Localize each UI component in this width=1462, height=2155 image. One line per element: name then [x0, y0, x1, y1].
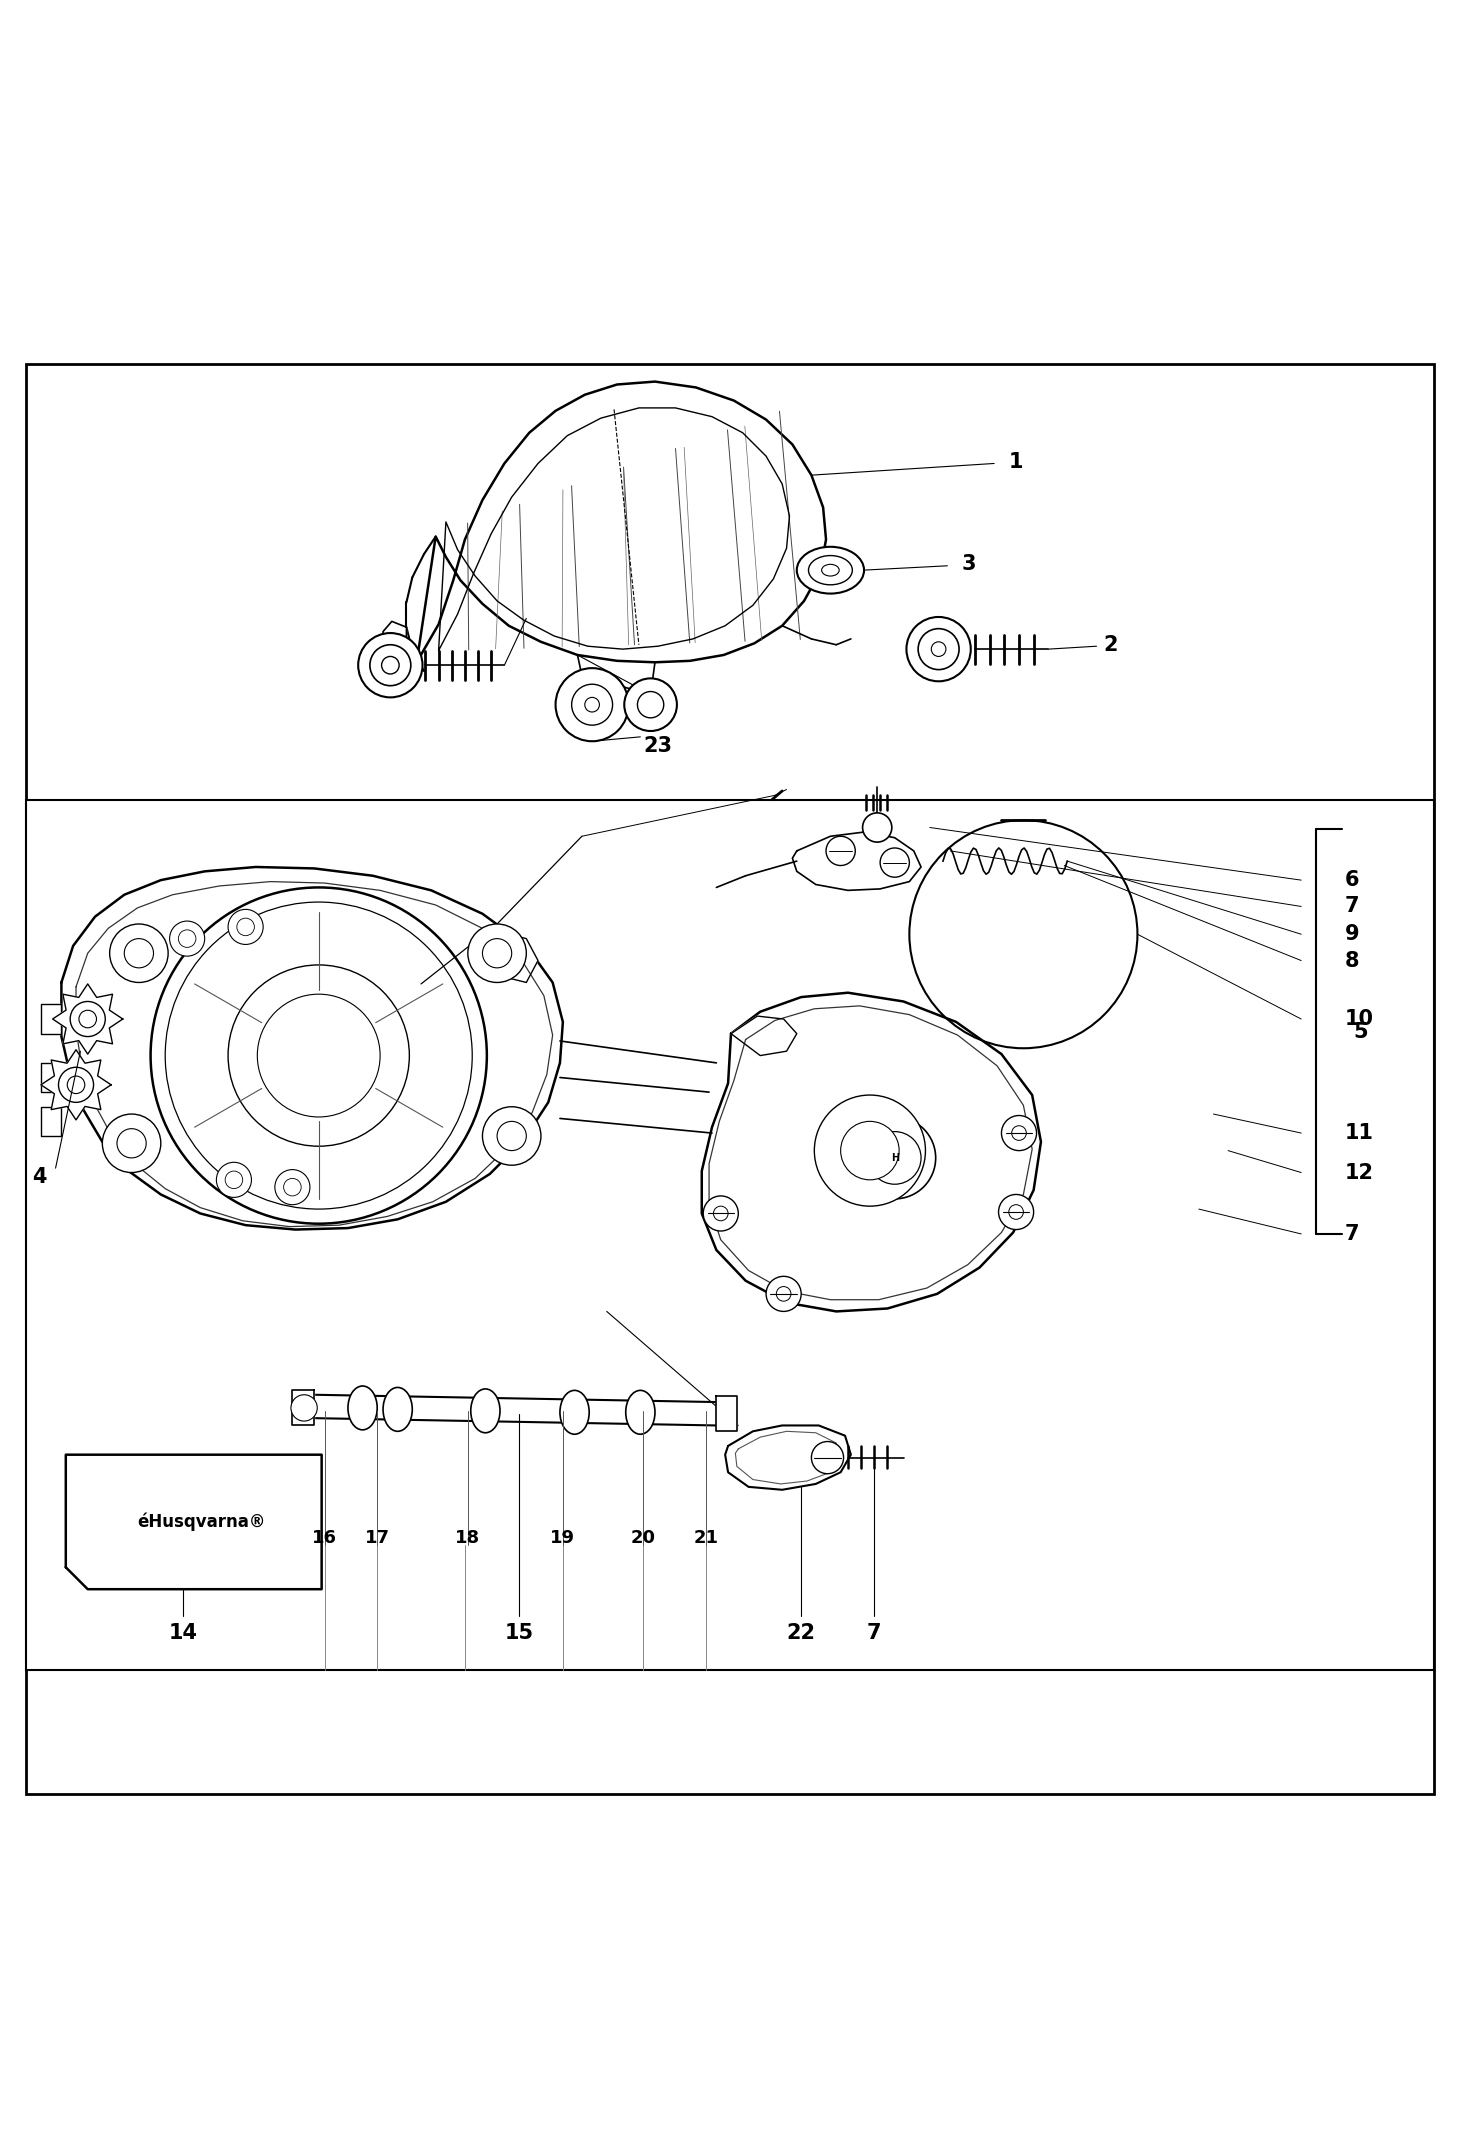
- Ellipse shape: [808, 556, 852, 584]
- Circle shape: [826, 836, 855, 866]
- Circle shape: [918, 629, 959, 670]
- FancyBboxPatch shape: [26, 800, 1434, 1670]
- Polygon shape: [731, 1017, 797, 1056]
- Circle shape: [906, 616, 971, 681]
- Polygon shape: [41, 1108, 61, 1136]
- Text: Powered by Vision Spares: Powered by Vision Spares: [243, 1006, 1219, 1075]
- Text: 11: 11: [1345, 1123, 1374, 1142]
- Polygon shape: [41, 1049, 111, 1121]
- Polygon shape: [41, 1004, 61, 1034]
- Polygon shape: [702, 993, 1041, 1312]
- Text: 7: 7: [1345, 1224, 1360, 1243]
- Text: 22: 22: [787, 1623, 816, 1642]
- Ellipse shape: [471, 1390, 500, 1433]
- Circle shape: [482, 940, 512, 968]
- Text: 6: 6: [1345, 871, 1360, 890]
- Text: 8: 8: [1345, 950, 1360, 970]
- Text: 4: 4: [32, 1166, 47, 1187]
- Text: 10: 10: [1345, 1009, 1374, 1030]
- Polygon shape: [383, 621, 406, 657]
- FancyBboxPatch shape: [26, 364, 1434, 1793]
- Circle shape: [863, 812, 892, 843]
- Circle shape: [880, 847, 909, 877]
- Polygon shape: [61, 866, 563, 1231]
- Circle shape: [766, 1276, 801, 1312]
- Circle shape: [110, 924, 168, 983]
- Polygon shape: [417, 381, 826, 662]
- Ellipse shape: [348, 1386, 377, 1429]
- Circle shape: [572, 685, 613, 726]
- Polygon shape: [53, 985, 123, 1054]
- Ellipse shape: [797, 547, 864, 593]
- Circle shape: [102, 1114, 161, 1172]
- Text: 23: 23: [643, 735, 673, 756]
- Text: 2: 2: [1104, 636, 1118, 655]
- Text: 14: 14: [168, 1623, 197, 1642]
- Circle shape: [468, 924, 526, 983]
- Circle shape: [999, 1194, 1034, 1231]
- Polygon shape: [66, 1455, 322, 1588]
- Circle shape: [170, 920, 205, 957]
- Polygon shape: [292, 1390, 314, 1424]
- Polygon shape: [725, 1424, 851, 1489]
- Ellipse shape: [560, 1390, 589, 1435]
- Circle shape: [370, 644, 411, 685]
- Circle shape: [841, 1121, 899, 1179]
- Circle shape: [257, 993, 380, 1116]
- Circle shape: [151, 888, 487, 1224]
- Ellipse shape: [383, 1388, 412, 1431]
- Text: 1: 1: [1009, 453, 1023, 472]
- Text: 12: 12: [1345, 1162, 1374, 1183]
- Text: 5: 5: [1354, 1021, 1368, 1043]
- Circle shape: [216, 1162, 251, 1198]
- Circle shape: [624, 679, 677, 731]
- Text: 3: 3: [962, 554, 977, 575]
- Text: 21: 21: [693, 1530, 719, 1547]
- Polygon shape: [716, 1396, 737, 1431]
- Circle shape: [814, 1095, 925, 1207]
- Text: 18: 18: [455, 1530, 481, 1547]
- Text: 19: 19: [550, 1530, 576, 1547]
- Text: H: H: [890, 1153, 899, 1164]
- Circle shape: [854, 1116, 936, 1198]
- Ellipse shape: [626, 1390, 655, 1435]
- Circle shape: [703, 1196, 738, 1231]
- Text: 7: 7: [867, 1623, 882, 1642]
- Circle shape: [58, 1067, 94, 1103]
- Text: 7: 7: [1345, 896, 1360, 916]
- Circle shape: [124, 940, 154, 968]
- Circle shape: [482, 1108, 541, 1166]
- Circle shape: [291, 1394, 317, 1420]
- Text: 9: 9: [1345, 924, 1360, 944]
- Text: 15: 15: [504, 1623, 534, 1642]
- Circle shape: [358, 634, 423, 698]
- Circle shape: [228, 909, 263, 944]
- Text: 20: 20: [630, 1530, 656, 1547]
- Circle shape: [117, 1129, 146, 1157]
- Polygon shape: [41, 1062, 61, 1093]
- Text: éHusqvarna®: éHusqvarna®: [137, 1513, 265, 1532]
- Polygon shape: [497, 931, 538, 983]
- Circle shape: [637, 692, 664, 718]
- Circle shape: [275, 1170, 310, 1205]
- Polygon shape: [792, 832, 921, 890]
- Circle shape: [497, 1121, 526, 1151]
- Text: 16: 16: [311, 1530, 338, 1547]
- Circle shape: [1001, 1116, 1037, 1151]
- Circle shape: [868, 1131, 921, 1185]
- Circle shape: [811, 1442, 844, 1474]
- Circle shape: [228, 965, 409, 1146]
- Text: 17: 17: [364, 1530, 390, 1547]
- Circle shape: [556, 668, 629, 741]
- Circle shape: [70, 1002, 105, 1037]
